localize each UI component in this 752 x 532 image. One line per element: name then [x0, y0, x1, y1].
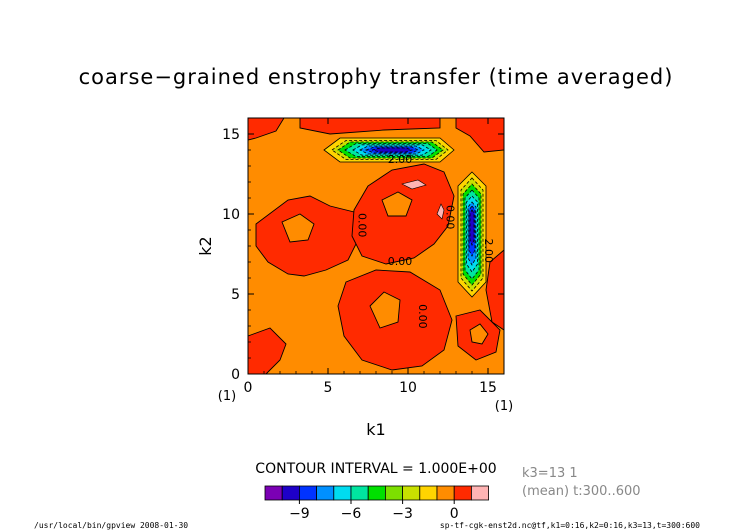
footer-left: /usr/local/bin/gpview 2008-01-30 — [34, 521, 188, 530]
axis-ticks: 0 5 10 15 0 5 10 15 — [222, 118, 504, 396]
pink-spots — [401, 179, 445, 220]
colorbar-tick-label: −9 — [289, 506, 310, 522]
hole-center-lower — [369, 291, 401, 329]
y-tick-label: 10 — [222, 207, 240, 223]
y-axis-label: k2 — [196, 236, 215, 255]
contour-labels: 2.00 0.00 2.00 0.00 0.00 0.00 — [355, 153, 494, 329]
colorbar-tick-label: 0 — [450, 506, 459, 522]
contour-label: 0.00 — [388, 255, 413, 268]
colorbar-swatch — [436, 485, 455, 501]
y-unit-label: (1) — [218, 389, 236, 404]
colorbar — [264, 485, 489, 501]
colorbar-swatch — [453, 485, 472, 501]
info-k3: k3=13 1 — [522, 466, 578, 481]
hole-right — [469, 323, 489, 345]
lobe-h-core — [371, 147, 414, 153]
footer-right: sp-tf-cgk-enst2d.nc@tf,k1=0:16,k2=0:16,k… — [440, 521, 700, 530]
colorbar-swatch — [384, 485, 403, 501]
hole-left — [281, 213, 315, 243]
x-tick-label: 0 — [244, 380, 253, 396]
contour-label: 0.00 — [443, 205, 456, 230]
lobe-v-core — [469, 209, 475, 247]
x-tick-label: 15 — [479, 380, 497, 396]
colorbar-tick-label: −3 — [392, 506, 413, 522]
plot-area: 2.00 0.00 2.00 0.00 0.00 0.00 0 5 10 15 0 5 10 15 — [222, 117, 505, 396]
colorbar-swatch — [367, 485, 386, 501]
contour-label: 2.00 — [388, 153, 413, 166]
x-tick-label: 10 — [399, 380, 417, 396]
hole-center-right — [381, 191, 413, 217]
spot-b — [436, 203, 445, 220]
colorbar-tick-label: −6 — [341, 506, 362, 522]
colorbar-ticks: −9 −6 −3 0 — [289, 500, 459, 522]
colorbar-swatch — [350, 485, 369, 501]
colorbar-swatch — [281, 485, 300, 501]
near-zero-holes — [281, 191, 489, 345]
contour-label: 2.00 — [482, 239, 495, 263]
patch-right-edge — [485, 249, 505, 331]
contour-interval-text: CONTOUR INTERVAL = 1.000E+00 — [255, 461, 496, 477]
contour-label: 0.00 — [355, 213, 368, 238]
x-tick-label: 5 — [324, 380, 333, 396]
contour-label: 0.00 — [416, 304, 429, 329]
colorbar-swatch — [470, 485, 489, 501]
info-time: (mean) t:300..600 — [522, 484, 641, 499]
colorbar-swatch — [298, 485, 317, 501]
x-axis-label: k1 — [366, 420, 385, 439]
colorbar-swatch — [264, 485, 283, 501]
spot-a — [401, 179, 427, 190]
negative-lobe-vertical — [457, 171, 487, 298]
y-tick-label: 5 — [231, 287, 240, 303]
y-tick-label: 0 — [231, 367, 240, 383]
x-unit-label: (1) — [495, 399, 513, 414]
negative-lobe-horizontal — [323, 137, 455, 163]
colorbar-swatch — [419, 485, 438, 501]
y-tick-label: 15 — [222, 127, 240, 143]
colorbar-swatch — [316, 485, 335, 501]
colorbar-swatch — [402, 485, 421, 501]
colorbar-swatch — [333, 485, 352, 501]
chart-title: coarse−grained enstrophy transfer (time … — [79, 65, 674, 89]
